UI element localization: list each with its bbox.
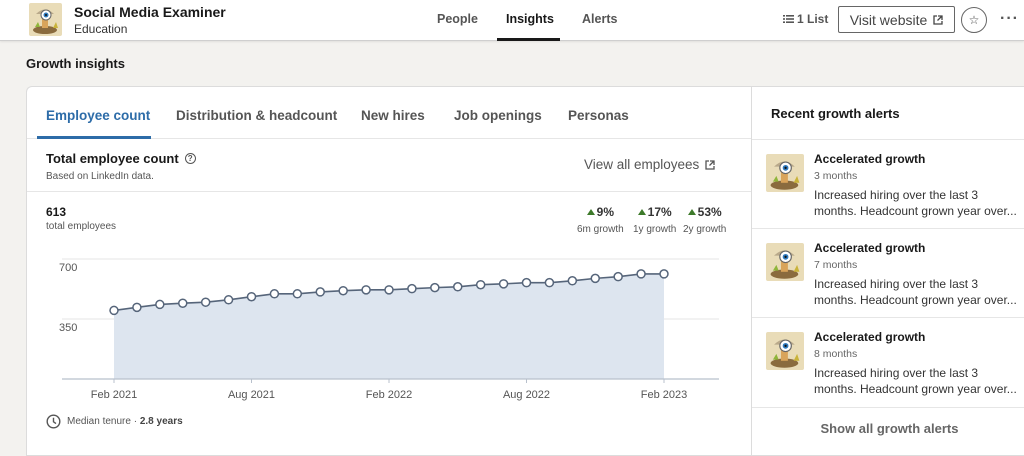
growth-6m: 9% 6m growth (577, 205, 624, 235)
external-link-icon (933, 14, 943, 25)
list-label: 1 List (797, 12, 829, 26)
visit-website-label: Visit website (849, 11, 928, 28)
divider (752, 407, 1024, 408)
alert-text: Increased hiring over the last 3 months.… (814, 366, 1017, 396)
total-employees-label: total employees (46, 221, 117, 232)
svg-text:Aug 2022: Aug 2022 (503, 389, 550, 401)
alert-time: 3 months (814, 170, 858, 182)
growth-6m-label: 6m growth (577, 224, 624, 235)
employee-count-chart: 350 700 Feb 2021 Aug 2021 Feb 2022 Aug 2022 Fe… (59, 258, 719, 401)
tab-employee-count[interactable]: Employee count (46, 108, 151, 123)
up-arrow-icon (687, 209, 696, 215)
tab-job-openings[interactable]: Job openings (454, 108, 542, 123)
svg-text:350: 350 (59, 322, 77, 334)
svg-text:Feb 2023: Feb 2023 (641, 389, 687, 401)
tab-personas[interactable]: Personas (568, 108, 629, 123)
tenure-label: Median tenure · (67, 416, 140, 427)
view-all-label: View all employees (584, 157, 700, 172)
svg-text:Feb 2021: Feb 2021 (91, 389, 137, 401)
svg-text:Feb 2022: Feb 2022 (366, 389, 412, 401)
growth-2y-label: 2y growth (683, 224, 727, 235)
alert-time: 8 months (814, 348, 858, 360)
svg-text:Aug 2021: Aug 2021 (228, 389, 275, 401)
up-arrow-icon (637, 209, 646, 215)
nav-tab-people[interactable]: People (437, 12, 478, 26)
insights-card: Employee count Distribution & headcount … (26, 86, 752, 456)
alert-item[interactable]: Accelerated growth 8 months Increased hi… (752, 318, 1024, 406)
active-tab-indicator (497, 38, 560, 41)
growth-1y-label: 1y growth (633, 224, 677, 235)
growth-1y-value: 17% (647, 205, 672, 219)
external-link-icon (705, 159, 715, 170)
alert-item[interactable]: Accelerated growth 7 months Increased hi… (752, 229, 1024, 317)
growth-6m-value: 9% (596, 205, 615, 219)
insights-tabs: Employee count Distribution & headcount … (27, 87, 752, 139)
visit-website-button[interactable]: Visit website (838, 6, 955, 33)
company-industry: Education (74, 22, 128, 36)
list-button[interactable]: 1 List (783, 12, 828, 26)
divider (752, 317, 1024, 318)
alert-title: Accelerated growth (814, 241, 926, 255)
star-icon: ☆ (968, 13, 980, 27)
follow-star-button[interactable]: ☆ (961, 7, 987, 33)
company-logo[interactable] (29, 3, 62, 36)
company-logo-icon (766, 154, 804, 192)
alert-text: Increased hiring over the last 3 months.… (814, 188, 1017, 218)
median-tenure: Median tenure · 2.8 years (46, 414, 183, 429)
card-title: Total employee count ? (46, 151, 196, 166)
alert-title: Accelerated growth (814, 330, 926, 344)
company-logo-icon (766, 243, 804, 281)
card-subtitle: Based on LinkedIn data. (46, 171, 154, 182)
list-icon (783, 15, 794, 23)
section-title: Growth insights (26, 56, 125, 71)
show-all-alerts-button[interactable]: Show all growth alerts (820, 421, 959, 436)
company-name: Social Media Examiner (74, 4, 226, 20)
divider (752, 139, 1024, 140)
card-title-text: Total employee count (46, 151, 179, 166)
more-icon: ··· (1000, 10, 1019, 27)
tab-new-hires[interactable]: New hires (361, 108, 425, 123)
more-options-button[interactable]: ··· (1000, 10, 1019, 28)
clock-icon (46, 414, 61, 429)
growth-2y: 53% 2y growth (683, 205, 726, 235)
alert-title: Accelerated growth (814, 152, 926, 166)
alert-item[interactable]: Accelerated growth 3 months Increased hi… (752, 140, 1024, 228)
company-header: Social Media Examiner Education People I… (0, 0, 1024, 41)
help-icon[interactable]: ? (184, 153, 196, 164)
view-all-employees-link[interactable]: View all employees (584, 157, 715, 172)
company-logo-icon (766, 332, 804, 370)
total-employees-count: 613 (46, 205, 67, 219)
growth-alerts-panel: Recent growth alerts Accelerated growth … (751, 86, 1024, 456)
tenure-value: 2.8 years (139, 416, 183, 427)
nav-tab-alerts[interactable]: Alerts (582, 12, 618, 26)
nav-tab-insights[interactable]: Insights (506, 12, 554, 26)
active-tab-indicator (37, 136, 151, 139)
alert-time: 7 months (814, 259, 858, 271)
svg-text:700: 700 (59, 262, 77, 274)
divider (752, 228, 1024, 229)
growth-1y: 17% 1y growth (633, 205, 676, 235)
tab-distribution-headcount[interactable]: Distribution & headcount (176, 108, 338, 123)
alerts-title: Recent growth alerts (771, 106, 900, 121)
magnifier-mascot-logo-icon (29, 3, 62, 36)
divider (27, 191, 752, 192)
up-arrow-icon (586, 209, 595, 215)
alert-text: Increased hiring over the last 3 months.… (814, 277, 1017, 307)
growth-2y-value: 53% (697, 205, 722, 219)
